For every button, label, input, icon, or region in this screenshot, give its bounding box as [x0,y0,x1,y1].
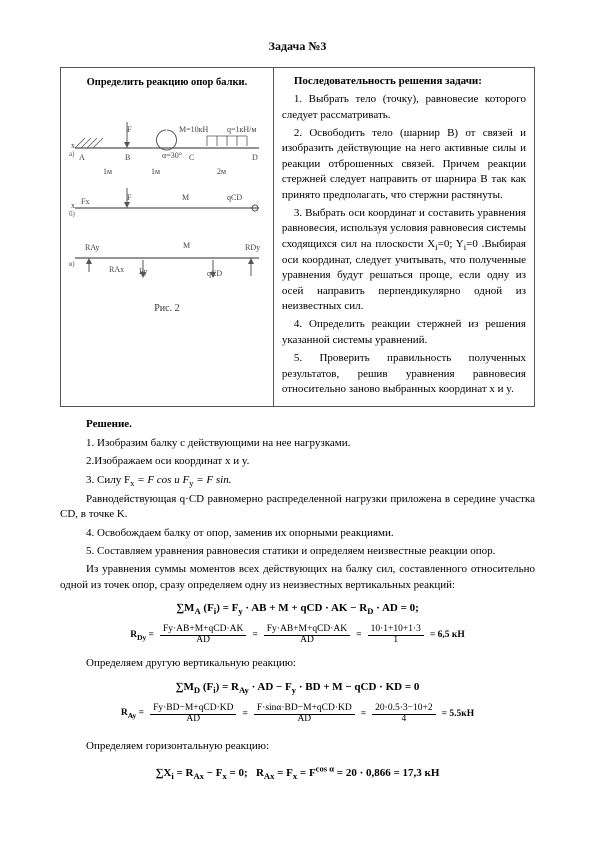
eq-3: ∑Xi = RAx − Fx = 0; RAx = Fx = Fcos α = … [60,762,535,782]
svg-text:x: x [71,201,75,210]
sol-mom: Из уравнения суммы моментов всех действу… [60,562,535,593]
beam-diagram: F M=10кН q=1кН/м A B [67,100,267,300]
svg-text:F: F [127,193,132,202]
svg-text:M: M [182,193,189,202]
svg-text:qCD: qCD [227,193,242,202]
solution-heading: Решение. [86,418,132,430]
svg-text:в): в) [69,260,75,268]
top-box: Определить реакцию опор балки. F M=10кН … [60,67,535,408]
svg-text:α=30°: α=30° [162,151,182,160]
svg-text:F: F [127,125,132,134]
eq-1: ∑MA (Fi) = Fy · AB + M + qCD · AK − RD ·… [60,601,535,617]
svg-text:C: C [189,153,194,162]
step-3b: =0; Y [438,238,464,250]
eq-2: ∑MD (Fi) = RAy · AD − Fy · BD + M − qCD … [60,680,535,696]
svg-text:б): б) [69,210,76,218]
left-panel: Определить реакцию опор балки. F M=10кН … [61,68,274,407]
step-5: 5. Проверить правильность полученных рез… [282,351,526,397]
svg-text:M: M [183,241,190,250]
svg-text:2м: 2м [217,167,226,176]
step-2: 2. Освободить тело (шарнир В) от связей … [282,126,526,203]
frac-1: RDy = Fy·AB+M+qCD·AKAD = Fy·AB+M+qCD·AKA… [60,625,535,646]
frac-2: RAy = Fy·BD−M+qCD·KDAD = F·sinα·BD−M+qCD… [60,704,535,725]
svg-text:M=10кН: M=10кН [179,125,209,134]
svg-text:RAy: RAy [85,243,99,252]
sol-1: 1. Изобразим балку с действующими на нее… [60,436,535,451]
solution-block: Решение. 1. Изобразим балку с действующи… [60,417,535,593]
right-panel: Последовательность решения задачи: 1. Вы… [274,68,534,407]
line-horiz: Определяем горизонтальную реакцию: [60,739,535,754]
svg-text:Fx: Fx [81,197,89,206]
left-heading: Определить реакцию опор балки. [67,76,267,91]
svg-text:x: x [71,141,75,150]
svg-text:D: D [252,153,258,162]
sol-3: 3. Силу Fx = F cos и Fy = F sin. [60,473,535,489]
sol-q: Равнодействующая q·CD равномерно распред… [60,492,535,523]
sol-4: 4. Освобождаем балку от опор, заменив их… [60,526,535,541]
svg-text:A: A [79,153,85,162]
sol-5: 5. Составляем уравнения равновесия стати… [60,544,535,559]
svg-text:a): a) [69,150,75,158]
task-title: Задача №3 [60,38,535,55]
svg-text:1м: 1м [151,167,160,176]
svg-text:1м: 1м [103,167,112,176]
svg-text:B: B [125,153,130,162]
seq-title: Последовательность решения задачи: [282,74,526,89]
svg-text:RAx: RAx [109,265,124,274]
step-4: 4. Определить реакции стержней из решени… [282,317,526,348]
step-1: 1. Выбрать тело (точку), равновесие кото… [282,92,526,123]
step-3: 3. Выбрать оси координат и составить ура… [282,206,526,315]
svg-text:RDy: RDy [245,243,260,252]
fig-caption: Рис. 2 [67,302,267,316]
svg-text:q=1кН/м: q=1кН/м [227,125,256,134]
line-other-v: Определяем другую вертикальную реакцию: [60,656,535,671]
sol-2: 2.Изображаем оси координат x и y. [60,454,535,469]
